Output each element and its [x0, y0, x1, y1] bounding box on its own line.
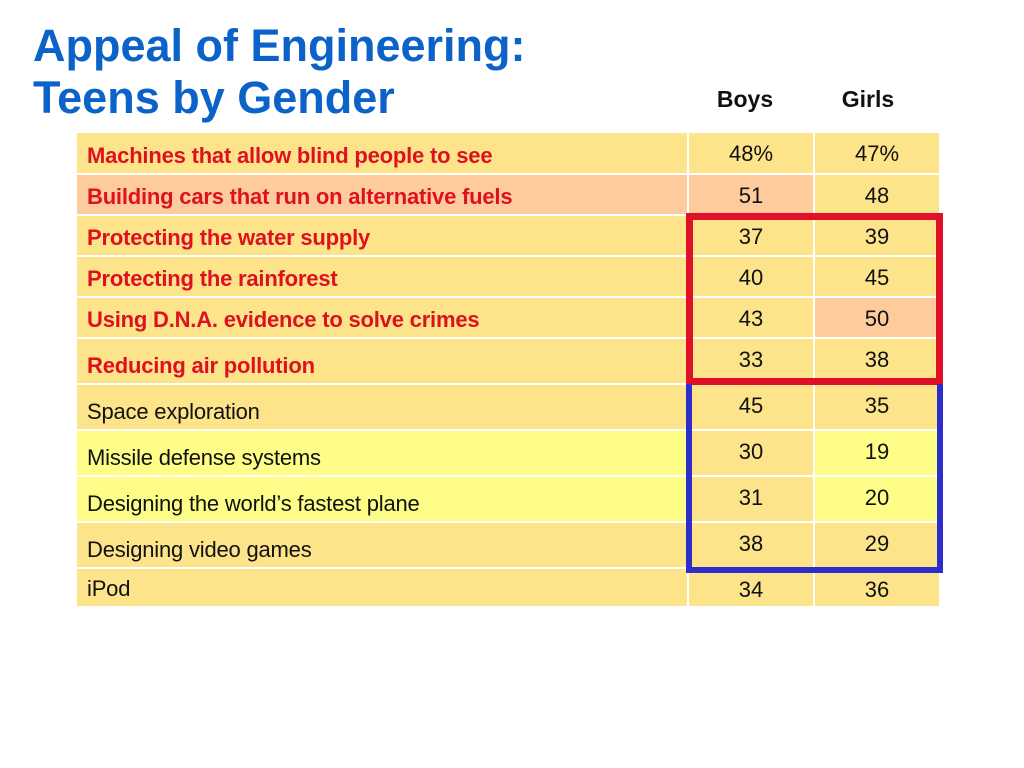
girls-value: 45: [813, 257, 939, 296]
table-row: Machines that allow blind people to see 4…: [77, 133, 939, 175]
row-label: Using D.N.A. evidence to solve crimes: [77, 298, 687, 337]
survey-table: Machines that allow blind people to see 4…: [77, 133, 939, 608]
row-label: Space exploration: [77, 385, 687, 429]
table-row: Missile defense systems 30 19: [77, 431, 939, 477]
boys-value: 31: [687, 477, 813, 521]
column-header-boys: Boys: [716, 86, 774, 112]
boys-value: 40: [687, 257, 813, 296]
boys-value: 30: [687, 431, 813, 475]
boys-value: 45: [687, 385, 813, 429]
row-label: Building cars that run on alternative fu…: [77, 175, 687, 214]
boys-value: 34: [687, 569, 813, 606]
girls-value: 39: [813, 216, 939, 255]
table-row: Designing the world’s fastest plane 31 20: [77, 477, 939, 523]
row-label: Designing the world’s fastest plane: [77, 477, 687, 521]
row-label: Machines that allow blind people to see: [77, 133, 687, 173]
row-label: iPod: [77, 569, 687, 606]
row-label: Designing video games: [77, 523, 687, 567]
boys-value: 38: [687, 523, 813, 567]
table-row: iPod 34 36: [77, 569, 939, 608]
slide-title: Appeal of Engineering: Teens by Gender: [33, 20, 526, 124]
girls-value: 50: [813, 298, 939, 337]
table-row: Protecting the rainforest 40 45: [77, 257, 939, 298]
row-label: Missile defense systems: [77, 431, 687, 475]
girls-value: 36: [813, 569, 939, 606]
girls-value: 38: [813, 339, 939, 383]
table-row: Building cars that run on alternative fu…: [77, 175, 939, 216]
table-row: Designing video games 38 29: [77, 523, 939, 569]
girls-value: 20: [813, 477, 939, 521]
table-row: Space exploration 45 35: [77, 385, 939, 431]
row-label: Protecting the water supply: [77, 216, 687, 255]
table-row: Protecting the water supply 37 39: [77, 216, 939, 257]
girls-value: 29: [813, 523, 939, 567]
boys-value: 51: [687, 175, 813, 214]
title-line-1: Appeal of Engineering:: [33, 20, 526, 71]
table-row: Using D.N.A. evidence to solve crimes 43 5…: [77, 298, 939, 339]
boys-value: 48%: [687, 133, 813, 173]
title-line-2: Teens by Gender: [33, 72, 395, 123]
boys-value: 43: [687, 298, 813, 337]
boys-value: 33: [687, 339, 813, 383]
table-row: Reducing air pollution 33 38: [77, 339, 939, 385]
column-header-girls: Girls: [841, 86, 895, 112]
row-label: Reducing air pollution: [77, 339, 687, 383]
girls-value: 47%: [813, 133, 939, 173]
girls-value: 35: [813, 385, 939, 429]
girls-value: 48: [813, 175, 939, 214]
girls-value: 19: [813, 431, 939, 475]
row-label: Protecting the rainforest: [77, 257, 687, 296]
boys-value: 37: [687, 216, 813, 255]
